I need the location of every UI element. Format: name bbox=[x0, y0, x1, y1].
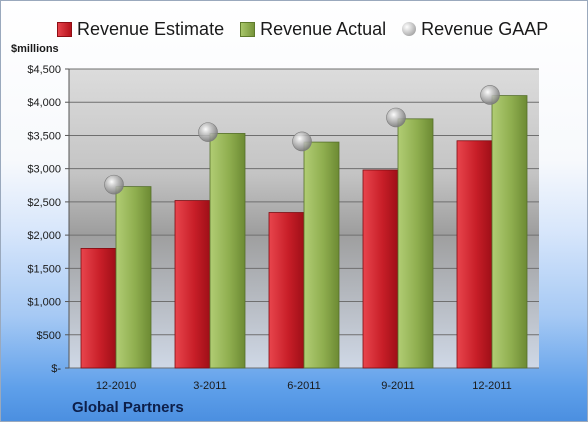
bar-actual bbox=[115, 186, 152, 369]
company-name: Global Partners bbox=[72, 399, 184, 416]
y-tick-label: $4,000 bbox=[27, 97, 61, 109]
x-tick-label: 9-2011 bbox=[381, 380, 414, 392]
legend-label-estimate: Revenue Estimate bbox=[77, 18, 225, 39]
x-tick-label: 12-2010 bbox=[96, 380, 136, 392]
legend-swatch-gaap bbox=[402, 22, 417, 36]
y-tick-label: $3,000 bbox=[27, 164, 61, 176]
legend-item-gaap: Revenue GAAP bbox=[402, 19, 548, 40]
bars bbox=[80, 95, 528, 369]
legend: Revenue Estimate Revenue Actual Revenue … bbox=[57, 18, 548, 40]
bar-estimate bbox=[174, 200, 211, 369]
y-axis-ticks: $- $500 $1,000 $1,500 $2,000 $2,500 $3,000 $3,5… bbox=[27, 64, 70, 375]
legend-swatch-estimate bbox=[57, 21, 72, 37]
point-gaap bbox=[292, 131, 312, 152]
y-axis-unit-label: $millions bbox=[11, 43, 59, 55]
bar-actual bbox=[397, 118, 434, 369]
bar-estimate bbox=[268, 212, 305, 369]
point-gaap bbox=[386, 107, 406, 128]
legend-item-actual: Revenue Actual bbox=[240, 19, 386, 40]
gaap-points bbox=[104, 85, 500, 195]
y-tick-label: $3,500 bbox=[27, 130, 61, 142]
legend-item-estimate: Revenue Estimate bbox=[57, 19, 224, 40]
y-tick-label: $- bbox=[51, 363, 61, 375]
y-tick-label: $2,500 bbox=[27, 197, 61, 209]
y-tick-label: $4,500 bbox=[27, 64, 61, 76]
x-tick-label: 3-2011 bbox=[193, 380, 226, 392]
x-tick-label: 6-2011 bbox=[287, 380, 320, 392]
bar-estimate bbox=[456, 140, 493, 369]
bar-estimate bbox=[80, 247, 117, 369]
y-tick-label: $1,500 bbox=[27, 263, 61, 275]
bar-actual bbox=[303, 141, 340, 369]
point-gaap bbox=[104, 174, 124, 195]
bar-actual bbox=[209, 133, 246, 369]
y-tick-label: $2,000 bbox=[27, 230, 61, 242]
point-gaap bbox=[198, 122, 218, 142]
x-axis-ticks: 12-2010 3-2011 6-2011 9-2011 12-2011 bbox=[96, 380, 512, 392]
bar-estimate bbox=[362, 169, 399, 369]
bar-actual bbox=[491, 95, 528, 369]
y-tick-label: $1,000 bbox=[27, 297, 61, 309]
x-tick-label: 12-2011 bbox=[472, 380, 512, 392]
point-gaap bbox=[480, 85, 500, 105]
y-tick-label: $500 bbox=[37, 330, 61, 342]
legend-swatch-actual bbox=[240, 21, 256, 37]
legend-label-actual: Revenue Actual bbox=[260, 18, 387, 39]
legend-label-gaap: Revenue GAAP bbox=[421, 18, 549, 39]
